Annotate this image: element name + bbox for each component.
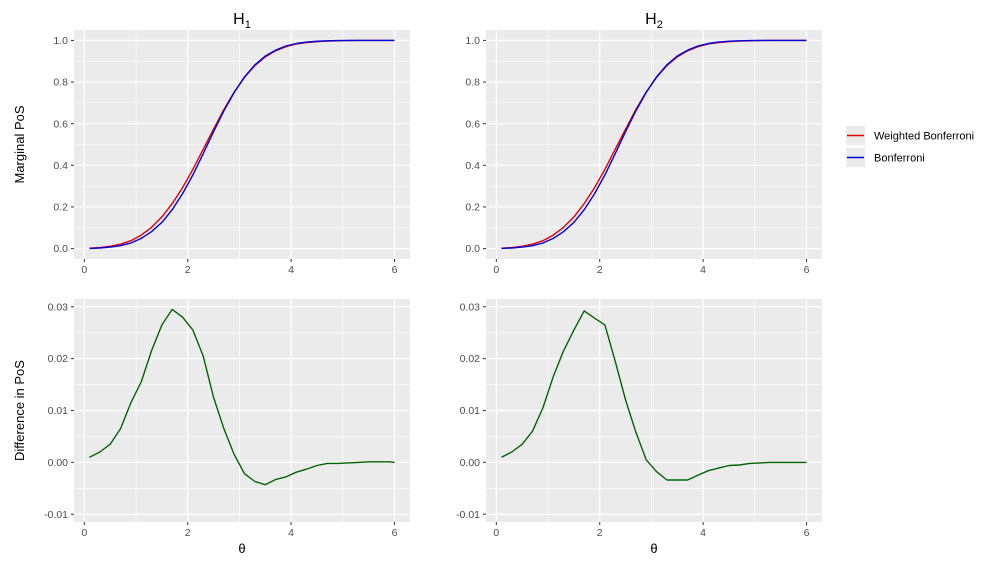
x-tick-label: 0 [493, 264, 499, 276]
y-tick-label: 1.0 [465, 35, 480, 47]
panel-title: H1 [233, 11, 251, 31]
y-tick-label: 0.02 [460, 353, 481, 365]
y-tick-label: 0.0 [465, 243, 480, 255]
x-tick-label: 2 [185, 264, 191, 276]
x-tick-label: 6 [804, 264, 810, 276]
series-line-bonferroni [501, 39, 807, 250]
y-tick-label: 0.00 [48, 457, 69, 469]
x-tick-label: 2 [185, 527, 191, 539]
panel-title: H2 [645, 11, 663, 31]
x-tick-label: 4 [700, 527, 706, 539]
x-tick-label: 6 [392, 527, 398, 539]
y-tick-label: 0.2 [53, 202, 68, 214]
y-tick-label: 0.6 [465, 118, 480, 130]
y-tick-label: -0.01 [44, 509, 68, 521]
y-tick-label: 0.2 [465, 202, 480, 214]
series-line-difference [501, 310, 807, 481]
y-tick-label: -0.01 [456, 509, 480, 521]
y-tick-label: 0.8 [53, 77, 68, 89]
x-tick-label: 2 [597, 264, 603, 276]
panel-1: 0 2 4 6 0.0 0.2 0.4 0.6 0.8 1.0 H1 Marginal PoS [12, 11, 410, 276]
y-tick-label: 1.0 [53, 35, 68, 47]
x-tick-label: 6 [804, 527, 810, 539]
panel-3: 0 2 4 6 -0.01 0.00 0.01 0.02 0.03 Difference in P… [12, 299, 410, 556]
y-tick-label: 0.03 [460, 301, 481, 313]
y-tick-label: 0.01 [48, 405, 69, 417]
y-tick-label: 0.00 [460, 457, 481, 469]
y-axis-title: Marginal PoS [12, 105, 27, 183]
panel-2: 0 2 4 6 0.0 0.2 0.4 0.6 0.8 1.0 H2 [465, 11, 822, 276]
y-tick-label: 0.03 [48, 301, 69, 313]
y-tick-label: 0.0 [53, 243, 68, 255]
series-line-difference [89, 308, 395, 486]
x-tick-label: 4 [288, 527, 294, 539]
x-axis-title: θ [650, 541, 657, 556]
x-tick-label: 0 [81, 527, 87, 539]
x-tick-label: 4 [700, 264, 706, 276]
legend: Weighted Bonferroni Bonferroni [840, 118, 977, 174]
x-tick-label: 0 [493, 527, 499, 539]
series-line-bonferroni [89, 39, 395, 250]
y-tick-label: 0.02 [48, 353, 69, 365]
x-tick-label: 4 [288, 264, 294, 276]
legend-label-weighted-bonferroni: Weighted Bonferroni [874, 131, 974, 143]
x-tick-label: 0 [81, 264, 87, 276]
x-axis-title: θ [238, 541, 245, 556]
x-tick-label: 2 [597, 527, 603, 539]
y-tick-label: 0.4 [465, 160, 480, 172]
y-tick-label: 0.8 [465, 77, 480, 89]
legend-label-bonferroni: Bonferroni [874, 153, 925, 165]
y-tick-label: 0.6 [53, 118, 68, 130]
panel-4: 0 2 4 6 -0.01 0.00 0.01 0.02 0.03 θ [456, 299, 822, 556]
y-tick-label: 0.4 [53, 160, 68, 172]
y-tick-label: 0.01 [460, 405, 481, 417]
y-axis-title: Difference in PoS [12, 360, 27, 461]
x-tick-label: 6 [392, 264, 398, 276]
